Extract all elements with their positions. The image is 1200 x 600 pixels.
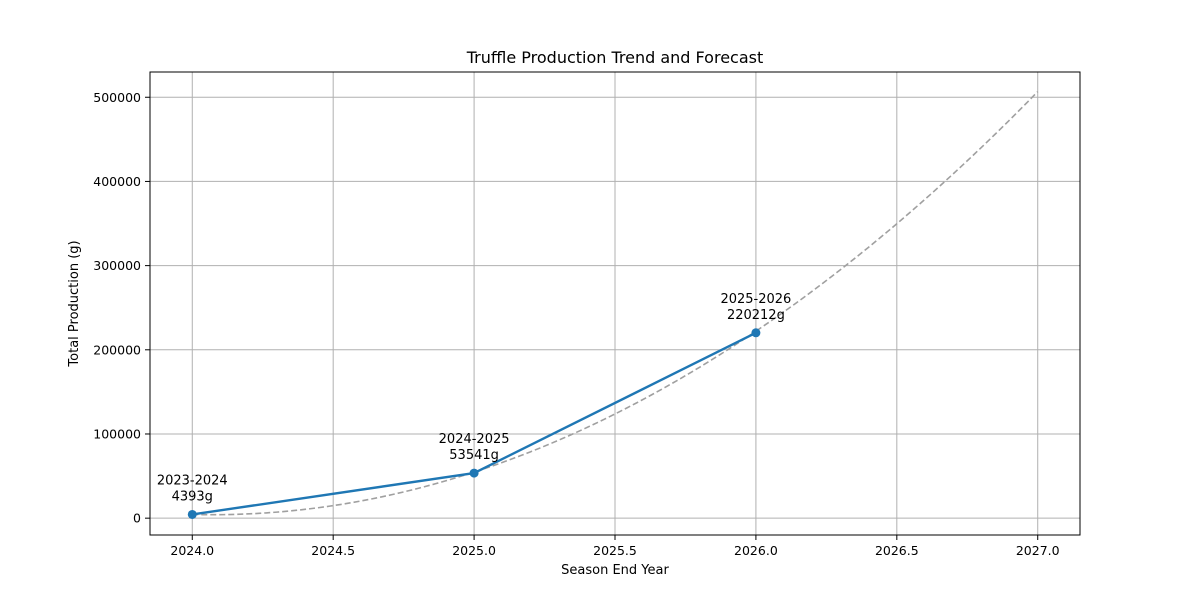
- data-point: [751, 328, 761, 338]
- data-label-season: 2023-2024: [157, 473, 228, 488]
- chart-title: Truffle Production Trend and Forecast: [466, 48, 764, 67]
- x-tick-label: 2024.5: [311, 543, 355, 558]
- x-tick-label: 2026.0: [734, 543, 778, 558]
- data-label-value: 220212g: [727, 308, 785, 323]
- data-point: [469, 468, 479, 478]
- data-label-season: 2024-2025: [439, 432, 510, 447]
- data-label-value: 53541g: [449, 448, 499, 463]
- y-tick-label: 300000: [93, 258, 141, 273]
- x-tick-label: 2024.0: [170, 543, 214, 558]
- x-tick-label: 2025.0: [452, 543, 496, 558]
- data-label-season: 2025-2026: [720, 292, 791, 307]
- grid-lines: [150, 72, 1080, 535]
- y-tick-label: 200000: [93, 342, 141, 357]
- y-tick-label: 500000: [93, 90, 141, 105]
- x-axis-label: Season End Year: [561, 563, 669, 578]
- x-axis-ticks: 2024.0 2024.5 2025.0 2025.5 2026.0 2026.5 2027…: [170, 535, 1060, 558]
- y-axis-ticks: 0 100000 200000 300000 400000 500000: [93, 90, 150, 526]
- forecast-line: [192, 91, 1039, 516]
- data-point: [187, 509, 197, 519]
- data-markers: [187, 328, 761, 519]
- y-tick-label: 100000: [93, 426, 141, 441]
- x-tick-label: 2026.5: [875, 543, 919, 558]
- y-axis-label: Total Production (g): [67, 240, 82, 367]
- y-tick-label: 0: [133, 511, 141, 526]
- x-tick-label: 2025.5: [593, 543, 637, 558]
- y-tick-label: 400000: [93, 174, 141, 189]
- x-tick-label: 2027.0: [1016, 543, 1060, 558]
- data-label-value: 4393g: [172, 489, 213, 504]
